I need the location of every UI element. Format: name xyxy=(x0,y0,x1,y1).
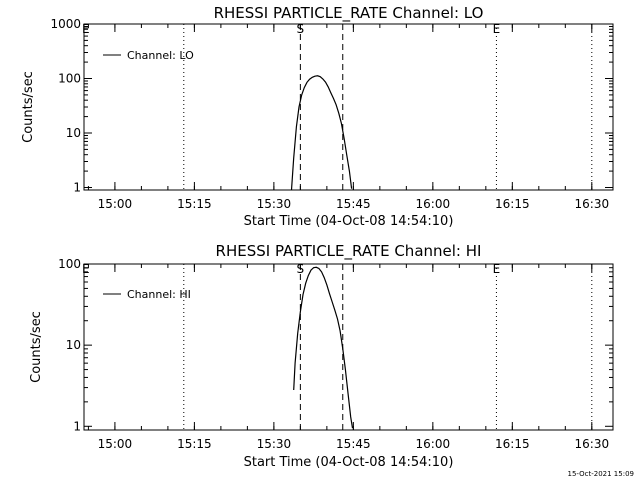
y-tick-label: 10 xyxy=(66,126,81,140)
legend-label: Channel: HI xyxy=(127,288,191,301)
x-tick-label: 15:00 xyxy=(98,437,133,451)
y-tick-label: 10 xyxy=(66,338,81,352)
x-tick-label: 15:30 xyxy=(257,197,292,211)
chart-panel-2: RHESSI PARTICLE_RATE Channel: HI 15:00 15:… xyxy=(29,242,614,470)
x-axis-label: Start Time (04-Oct-08 14:54:10) xyxy=(244,455,454,470)
footer-timestamp: 15-Oct-2021 15:09 xyxy=(568,470,634,478)
chart-title: RHESSI PARTICLE_RATE Channel: HI xyxy=(216,242,482,261)
event-marker-label: S xyxy=(297,22,305,36)
event-marker-label: S xyxy=(297,262,305,276)
x-tick-label: 15:30 xyxy=(257,437,292,451)
x-tick-label: 15:15 xyxy=(177,197,212,211)
series-line xyxy=(293,266,354,429)
x-tick-label: 16:15 xyxy=(495,197,530,211)
x-tick-label: 15:00 xyxy=(98,197,133,211)
y-tick-label: 100 xyxy=(58,257,81,271)
x-tick-label: 16:30 xyxy=(575,197,610,211)
x-tick-label: 16:15 xyxy=(495,437,530,451)
x-tick-label: 15:45 xyxy=(336,197,371,211)
y-axis-label: Counts/sec xyxy=(29,311,44,383)
y-tick-label: 1 xyxy=(73,419,81,433)
event-marker-label: E xyxy=(82,22,90,36)
x-tick-label: 15:45 xyxy=(336,437,371,451)
x-tick-label: 15:15 xyxy=(177,437,212,451)
x-tick-label: 16:00 xyxy=(416,197,451,211)
event-marker-label: E xyxy=(493,22,501,36)
y-tick-label: 100 xyxy=(58,72,81,86)
chart-panel-1: RHESSI PARTICLE_RATE Channel: LO 15:00 15:… xyxy=(21,4,614,229)
plot-frame xyxy=(83,263,614,431)
event-marker-label: E xyxy=(82,262,90,276)
event-marker-label: E xyxy=(493,262,501,276)
y-tick-label: 1000 xyxy=(50,17,81,31)
x-axis-label: Start Time (04-Oct-08 14:54:10) xyxy=(244,214,454,229)
series-line xyxy=(290,75,353,191)
x-tick-label: 16:30 xyxy=(575,437,610,451)
legend-label: Channel: LO xyxy=(127,49,194,62)
y-tick-label: 1 xyxy=(73,181,81,195)
chart-title: RHESSI PARTICLE_RATE Channel: LO xyxy=(214,4,484,23)
y-axis-label: Counts/sec xyxy=(21,71,36,143)
x-tick-label: 16:00 xyxy=(416,437,451,451)
